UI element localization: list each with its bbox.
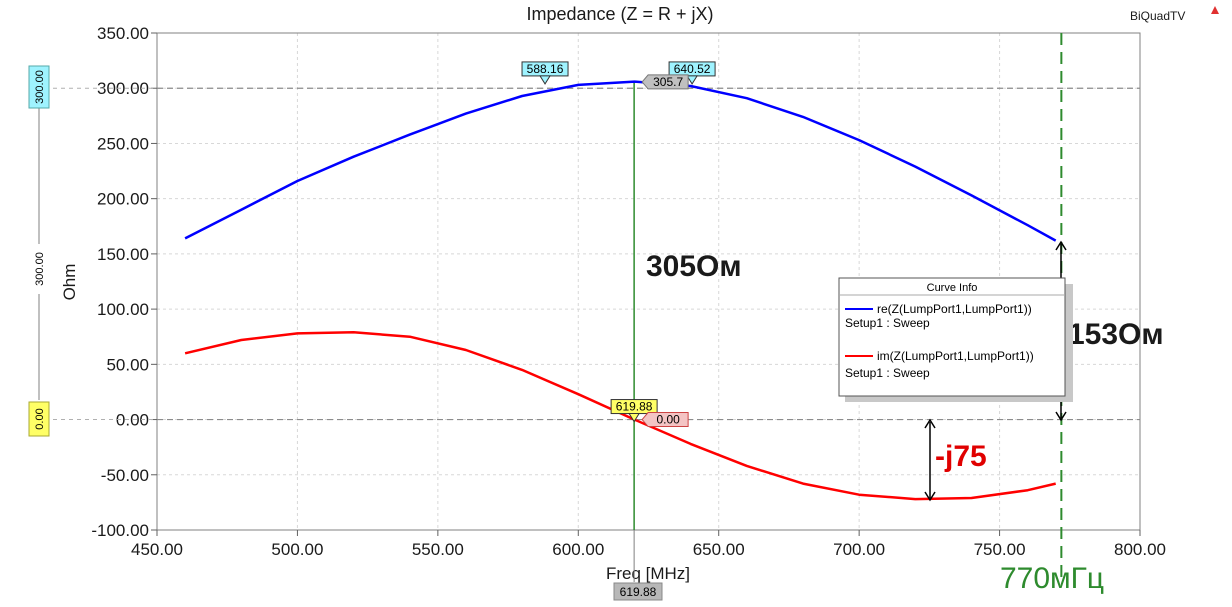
legend-setup-im: Setup1 : Sweep (845, 366, 930, 380)
x-cursor-tag[interactable] (613, 582, 663, 601)
legend-box (838, 277, 1066, 397)
side-cursor-panel: 300.00 300.00 0.00 (28, 65, 50, 437)
value-tag[interactable] (641, 74, 689, 90)
side-cursor-bottom-box[interactable] (28, 401, 50, 437)
x-tick-label: 500.00 (271, 540, 323, 559)
chart-title: Impedance (Z = R + jX) (526, 4, 713, 24)
y-tick-label: 150.00 (97, 245, 149, 264)
marker-label: 640.52 (674, 62, 711, 76)
x-tick-label: 450.00 (131, 540, 183, 559)
value-tag-label: 305.7 (653, 75, 683, 89)
marker-label: 588.16 (527, 62, 564, 76)
y-tick-label: 350.00 (97, 24, 149, 43)
y-tick-label: 0.00 (116, 411, 149, 430)
legend-entry-re: re(Z(LumpPort1,LumpPort1)) (877, 302, 1032, 316)
delta-bg (31, 244, 47, 294)
legend-entry-im: im(Z(LumpPort1,LumpPort1)) (877, 349, 1034, 363)
side-cursor-top-label: 300.00 (34, 70, 46, 104)
y-tick-label: 50.00 (106, 355, 149, 374)
value-tag[interactable] (641, 412, 689, 428)
x-tick-label: 600.00 (552, 540, 604, 559)
y-axis-ticks: 350.00 300.00 250.00 200.00 150.00 100.00 50.0… (91, 24, 157, 540)
delta-label: 300.00 (34, 252, 46, 286)
reactance-arrow-head-bottom (924, 491, 936, 502)
annotation-305: 305Ом (646, 250, 742, 283)
marker-label: 619.88 (616, 400, 653, 414)
marker-pointer[interactable] (686, 75, 698, 85)
x-axis-label: Freq [MHz] (606, 564, 690, 583)
resistance-arrow-head-top (1055, 240, 1067, 251)
x-tick-label: 800.00 (1114, 540, 1166, 559)
resistance-arrow-head-bottom (1055, 411, 1067, 422)
legend-setup-re: Setup1 : Sweep (845, 316, 930, 330)
curve-info-legend[interactable]: Curve Info re(Z(LumpPort1,LumpPort1)) Se… (838, 277, 1073, 402)
y-tick-label: -50.00 (101, 466, 149, 485)
x-cursor-tag-label: 619.88 (620, 585, 657, 599)
x-tick-label: 750.00 (974, 540, 1026, 559)
x-axis-ticks: 450.00 500.00 550.00 600.00 650.00 700.00 750.… (131, 530, 1166, 559)
side-cursor-bottom-label: 0.00 (34, 408, 46, 429)
annotation-j75: -j75 (935, 440, 987, 473)
reactance-arrow-head-top (924, 418, 936, 429)
brand-label: BiQuadTV (1130, 9, 1185, 23)
y-tick-label: -100.00 (91, 521, 149, 540)
side-cursor-top-box[interactable] (28, 65, 50, 109)
markers-group[interactable]: 588.16 640.52 619.88 305.7 0.00 (521, 61, 716, 428)
x-tick-label: 650.00 (693, 540, 745, 559)
marker-pointer[interactable] (539, 75, 551, 85)
plot-frame (156, 32, 1141, 531)
brand-icon (1211, 6, 1219, 14)
value-tag-label: 0.00 (656, 413, 680, 427)
y-tick-label: 250.00 (97, 134, 149, 153)
x-tick-label: 550.00 (412, 540, 464, 559)
x-tick-label: 700.00 (833, 540, 885, 559)
y-tick-label: 100.00 (97, 300, 149, 319)
freq-line-label: 770мГц (1000, 562, 1104, 595)
y-tick-label: 200.00 (97, 190, 149, 209)
series-re-line (184, 80, 1057, 242)
marker-pointer[interactable] (628, 413, 641, 423)
legend-title: Curve Info (927, 282, 978, 294)
y-tick-label: 300.00 (97, 79, 149, 98)
annotation-153: 153Ом (1068, 318, 1164, 351)
y-axis-label: Ohm (60, 264, 79, 301)
